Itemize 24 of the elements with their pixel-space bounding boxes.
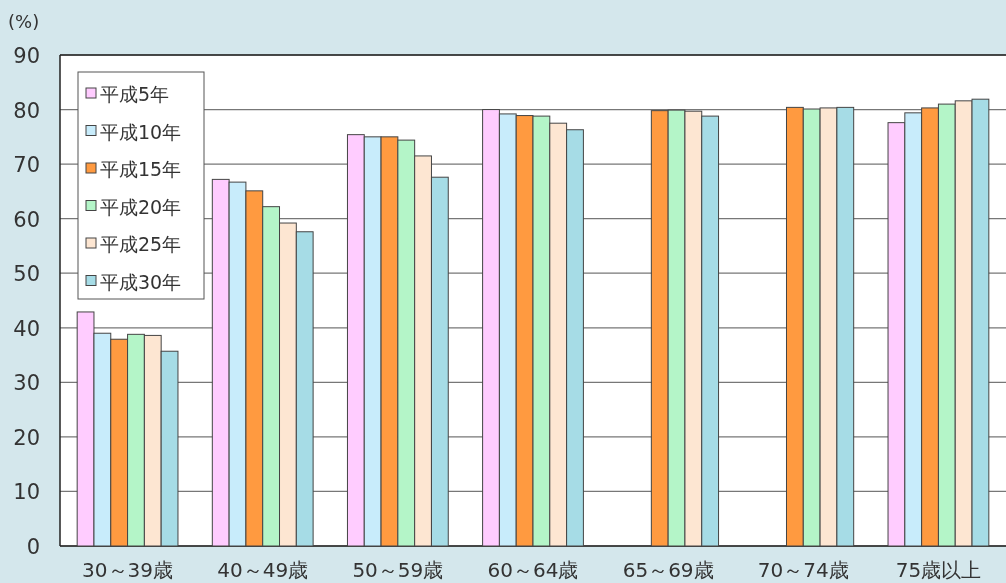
legend-label: 平成15年: [100, 158, 182, 180]
y-tick-label: 10: [13, 480, 40, 505]
legend-label: 平成20年: [100, 195, 182, 218]
y-axis-title: (%): [8, 11, 40, 32]
x-tick-label: 30～39歳: [82, 558, 174, 582]
y-tick-label: 20: [13, 425, 40, 450]
y-tick-label: 0: [26, 535, 40, 559]
x-tick-label: 50～59歳: [352, 558, 444, 582]
x-tick-label: 75歳以上: [895, 558, 982, 582]
y-tick-label: 70: [13, 153, 40, 178]
legend-label: 平成25年: [100, 233, 182, 255]
legend-label: 平成10年: [100, 120, 182, 143]
legend-label: 平成30年: [100, 270, 182, 293]
x-tick-label: 40～49歳: [217, 558, 309, 582]
y-tick-label: 80: [13, 98, 40, 123]
y-tick-label: 60: [13, 207, 40, 232]
y-tick-label: 90: [13, 44, 40, 68]
x-tick-label: 60～64歳: [487, 558, 579, 582]
y-tick-label: 30: [13, 371, 40, 396]
x-tick-label: 70～74歳: [757, 558, 849, 582]
legend-label: 平成5年: [100, 83, 170, 105]
y-tick-label: 40: [13, 316, 40, 341]
x-tick-label: 65～69歳: [622, 558, 714, 582]
y-tick-label: 50: [13, 262, 40, 287]
